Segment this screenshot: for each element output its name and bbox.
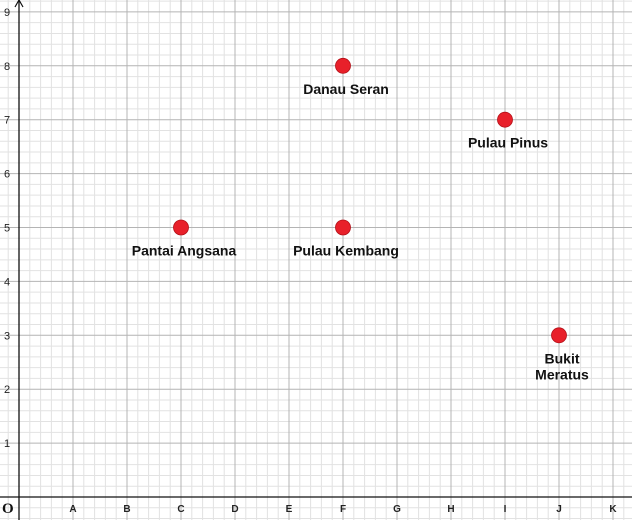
location-point bbox=[335, 57, 351, 74]
y-tick-label: 1 bbox=[4, 438, 10, 450]
x-tick-label: A bbox=[69, 504, 76, 515]
location-points bbox=[173, 57, 567, 344]
x-tick-label: H bbox=[447, 504, 454, 515]
x-tick-label: G bbox=[393, 504, 401, 515]
location-point bbox=[551, 327, 567, 344]
x-tick-label: C bbox=[177, 504, 184, 515]
y-tick-label: 8 bbox=[4, 61, 10, 73]
location-label: Pantai Angsana bbox=[132, 243, 237, 259]
y-tick-label: 6 bbox=[4, 169, 10, 181]
x-tick-label: K bbox=[609, 504, 617, 515]
y-tick-label: 9 bbox=[4, 7, 10, 19]
location-point bbox=[335, 219, 351, 236]
location-point bbox=[173, 219, 189, 236]
x-tick-label: J bbox=[556, 504, 562, 515]
y-tick-label: 3 bbox=[4, 330, 10, 342]
x-tick-labels: A B C D E F G H I J K bbox=[69, 504, 617, 515]
origin-label: O bbox=[2, 501, 14, 517]
x-tick-label: I bbox=[504, 504, 507, 515]
location-label: Bukit Meratus bbox=[535, 350, 589, 382]
y-tick-label: 2 bbox=[4, 384, 10, 396]
x-tick-label: B bbox=[123, 504, 130, 515]
y-tick-label: 4 bbox=[4, 276, 10, 288]
x-tick-label: D bbox=[231, 504, 238, 515]
y-tick-label: 7 bbox=[4, 115, 10, 127]
location-labels: Danau Seran Pulau Pinus Pantai Angsana Pula… bbox=[132, 81, 589, 382]
y-tick-labels: 1 2 3 4 5 6 7 8 9 bbox=[4, 7, 10, 450]
location-label: Pulau Kembang bbox=[293, 243, 399, 259]
location-label: Danau Seran bbox=[303, 81, 389, 97]
location-point bbox=[497, 111, 513, 128]
x-tick-label: F bbox=[340, 504, 346, 515]
location-label: Pulau Pinus bbox=[468, 135, 548, 151]
x-tick-label: E bbox=[286, 504, 293, 515]
y-axis-arrow bbox=[14, 0, 24, 8]
y-tick-label: 5 bbox=[4, 223, 10, 235]
